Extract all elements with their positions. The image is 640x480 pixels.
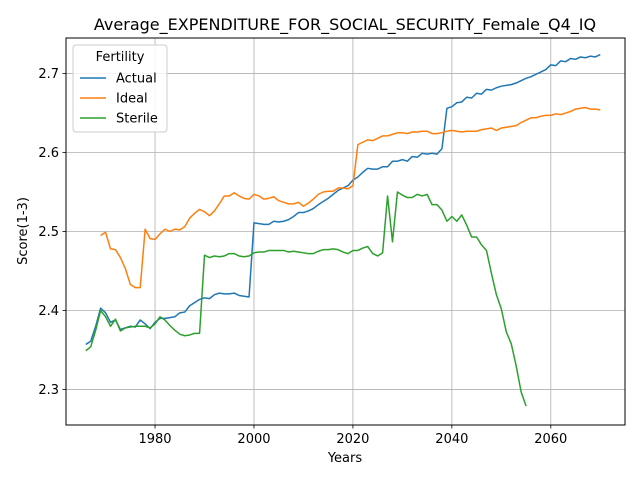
y-axis-title: Score(1-3)	[16, 197, 31, 265]
legend-title: Fertility	[96, 50, 145, 65]
chart-title: Average_EXPENDITURE_FOR_SOCIAL_SECURITY_…	[94, 15, 596, 35]
y-tick-label: 2.6	[38, 146, 59, 161]
series-line-ideal	[100, 106, 601, 289]
legend-box	[72, 44, 168, 133]
legend: Fertility Actual Ideal Sterile	[72, 44, 168, 133]
y-tick-label: 2.7	[38, 67, 59, 82]
legend-label-actual: Actual	[116, 72, 157, 87]
series-line-sterile	[85, 191, 527, 407]
x-tick-label: 2060	[534, 432, 567, 447]
legend-label-ideal: Ideal	[116, 92, 148, 107]
x-tick-label: 2020	[336, 432, 369, 447]
legend-entries: Actual Ideal Sterile	[80, 72, 158, 127]
x-tick-label: 1980	[138, 432, 171, 447]
x-axis-title: Years	[327, 451, 363, 466]
series-layer	[85, 53, 601, 407]
y-tick-label: 2.5	[38, 225, 59, 240]
y-tick-label: 2.4	[38, 304, 59, 319]
x-tick-label: 2040	[435, 432, 468, 447]
y-tick-label: 2.3	[38, 383, 59, 398]
axis-ticks: 1980 2000 2020 2040 2060 2.3 2.4 2.5 2.6 2.7	[38, 67, 567, 447]
legend-label-sterile: Sterile	[116, 112, 158, 127]
x-tick-label: 2000	[237, 432, 270, 447]
